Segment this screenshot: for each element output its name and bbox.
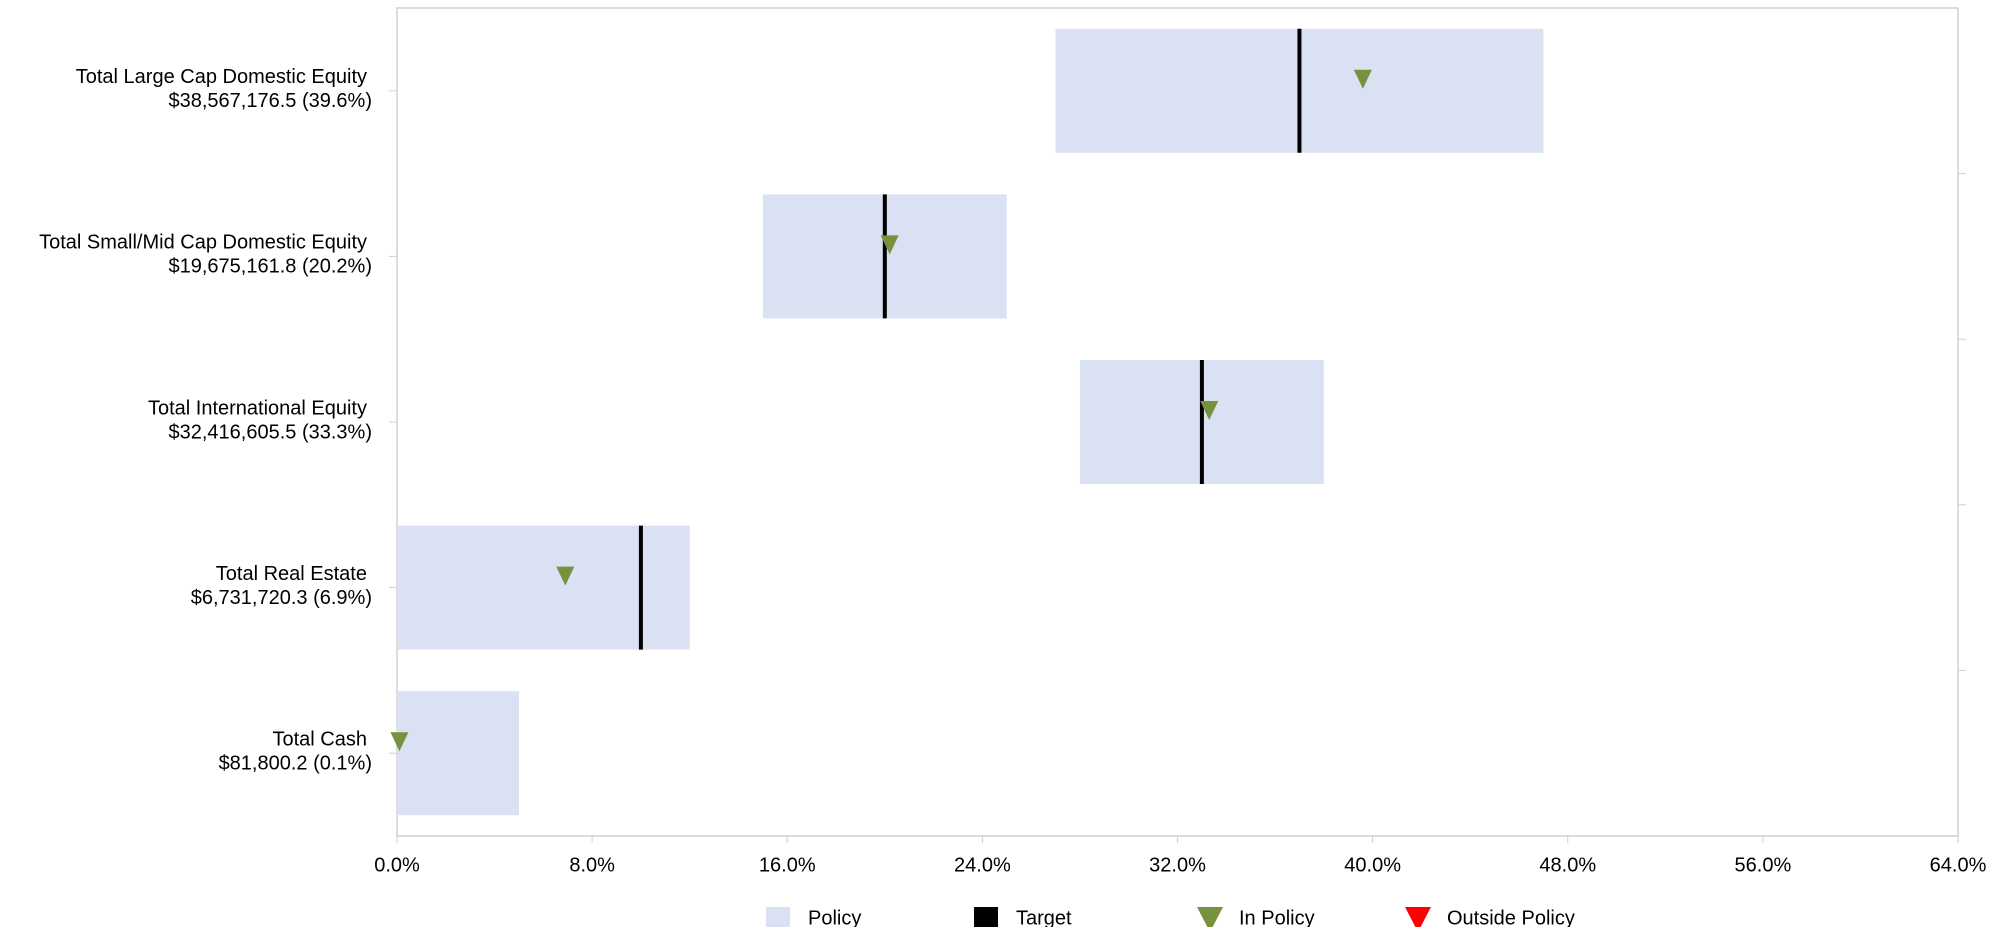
x-tick-label: 56.0% xyxy=(1735,854,1792,876)
legend-swatch xyxy=(1197,907,1223,927)
x-tick-label: 64.0% xyxy=(1930,854,1987,876)
value-label: $81,800.2 (0.1%) xyxy=(219,752,372,774)
value-label: $38,567,176.5 (39.6%) xyxy=(169,90,373,112)
x-tick-label: 32.0% xyxy=(1149,854,1206,876)
actual-marker xyxy=(880,235,899,255)
actual-marker xyxy=(1353,69,1372,89)
category-label: Total Real Estate xyxy=(216,563,367,585)
legend-swatch xyxy=(766,907,790,927)
x-tick-label: 48.0% xyxy=(1539,854,1596,876)
x-tick-label: 16.0% xyxy=(759,854,816,876)
category-label: Total Large Cap Domestic Equity xyxy=(76,66,367,88)
value-label: $32,416,605.5 (33.3%) xyxy=(169,421,373,443)
x-tick-label: 0.0% xyxy=(374,854,420,876)
value-label: $6,731,720.3 (6.9%) xyxy=(191,587,372,609)
policy-range xyxy=(397,691,519,816)
value-label: $19,675,161.8 (20.2%) xyxy=(169,256,373,278)
x-tick-label: 24.0% xyxy=(954,854,1011,876)
legend-label: Target xyxy=(1016,907,1072,927)
x-tick-label: 40.0% xyxy=(1344,854,1401,876)
policy-range xyxy=(397,525,690,650)
legend-label: Outside Policy xyxy=(1447,907,1575,927)
actual-marker xyxy=(390,732,409,752)
legend-label: Policy xyxy=(808,907,861,927)
category-label: Total Small/Mid Cap Domestic Equity xyxy=(39,232,367,254)
legend-swatch xyxy=(1405,907,1431,927)
x-tick-label: 8.0% xyxy=(569,854,615,876)
actual-marker xyxy=(556,566,575,586)
legend-label: In Policy xyxy=(1239,907,1315,927)
actual-marker xyxy=(1200,401,1219,420)
legend-swatch xyxy=(974,907,998,927)
category-label: Total International Equity xyxy=(148,397,367,419)
category-label: Total Cash xyxy=(273,728,368,750)
